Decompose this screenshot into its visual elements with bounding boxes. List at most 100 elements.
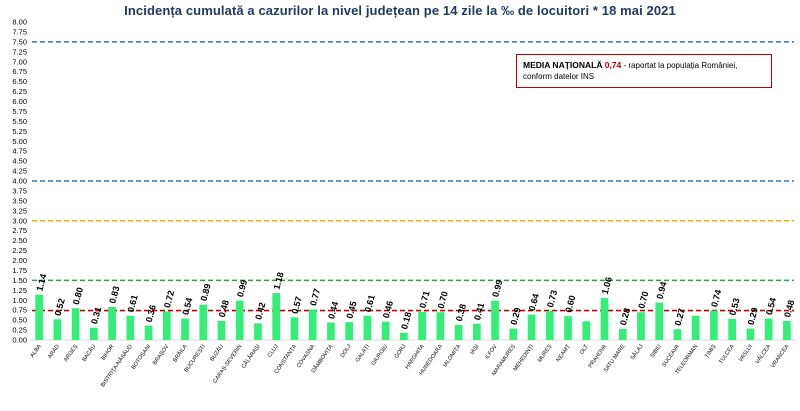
category-label: DOLJ — [340, 344, 353, 359]
y-tick-label: 0.25 — [12, 326, 27, 335]
category-label: MUREȘ — [537, 343, 554, 363]
bar — [564, 316, 572, 340]
category-label: SĂLAJ — [629, 343, 645, 361]
y-tick-label: 3.50 — [12, 196, 27, 205]
bar — [600, 297, 609, 340]
category-label: TIMIȘ — [704, 343, 718, 359]
y-axis: 0.000.250.500.751.001.251.501.752.002.25… — [12, 18, 796, 345]
category-label: BISTRIȚA-NĂSĂUD — [99, 343, 134, 388]
y-tick-label: 3.00 — [12, 216, 27, 225]
bar — [235, 300, 244, 340]
y-tick-label: 5.25 — [12, 127, 27, 136]
bar-value-label: 0.36 — [144, 304, 158, 324]
bar — [290, 317, 299, 340]
bar-value-label: 0.48 — [217, 299, 231, 319]
x-axis: ALBA ARAD ARGEȘ BACĂU BIHORBISTRIȚA-NĂSĂUDBO… — [30, 343, 791, 389]
category-label: VÂLCEA — [754, 343, 773, 365]
y-tick-label: 1.25 — [12, 286, 27, 295]
category-label: ILFOV — [485, 343, 499, 360]
bar-value-label: 0.41 — [472, 302, 486, 322]
category-label: GALAȚI — [355, 343, 372, 363]
bar-value-label: 0.99 — [490, 279, 504, 299]
bar — [162, 311, 171, 340]
y-tick-label: 3.75 — [12, 186, 27, 195]
bar-value-label: 0.94 — [654, 281, 668, 301]
bar — [746, 328, 755, 340]
bar-value-label: 0.60 — [563, 294, 577, 314]
bar — [345, 322, 353, 340]
category-label: VASLUI — [738, 343, 754, 363]
bar-value-label: 0.53 — [727, 297, 741, 317]
bar-value-label: 0.42 — [253, 301, 267, 321]
bar — [728, 318, 736, 340]
bar — [126, 315, 135, 340]
bar — [199, 304, 208, 340]
bar-value-label: 0.61 — [126, 294, 140, 314]
bar — [436, 312, 445, 340]
bar-value-label: 0.44 — [326, 301, 340, 321]
bar-value-label: 1.18 — [271, 271, 285, 291]
bar-value-label: 1.06 — [600, 276, 614, 296]
category-label: GIURGIU — [371, 344, 390, 367]
category-label: CĂLĂRAȘI — [240, 343, 262, 370]
bar — [272, 293, 281, 340]
bar — [217, 320, 226, 340]
bar — [527, 314, 536, 340]
bar-value-label: 0.61 — [363, 294, 377, 314]
bar — [637, 312, 645, 340]
bar-value-label: 0.46 — [381, 300, 395, 320]
bar — [783, 320, 791, 340]
bar — [454, 324, 463, 340]
bar — [710, 310, 718, 340]
bar — [381, 321, 390, 340]
y-tick-label: 6.75 — [12, 67, 27, 76]
bar — [108, 307, 116, 340]
category-label: CLUJ — [267, 344, 280, 359]
y-tick-label: 5.75 — [12, 107, 27, 116]
bar-value-label: 0.83 — [107, 285, 121, 305]
bar-value-label: 0.89 — [199, 283, 213, 303]
category-label: ARGEȘ — [63, 343, 79, 363]
bar-value-label: 0.45 — [344, 300, 358, 320]
bar — [363, 315, 372, 340]
category-label: BRĂILA — [172, 343, 189, 364]
national-average-annotation: MEDIA NAȚIONALĂ 0,74 - raportat la popul… — [516, 54, 772, 88]
y-tick-label: 5.00 — [12, 137, 27, 146]
bar — [473, 323, 481, 340]
bar — [545, 310, 554, 340]
y-tick-label: 4.75 — [12, 147, 27, 156]
y-tick-label: 7.50 — [12, 37, 27, 46]
annotation-text-1: raportat la populația României, — [628, 61, 738, 70]
bar-value-label: 0.77 — [308, 287, 322, 307]
bar — [491, 300, 499, 340]
y-tick-label: 1.00 — [12, 296, 27, 305]
bar-value-label: 0.38 — [454, 303, 468, 323]
category-label: IAȘI — [469, 343, 480, 355]
bar-value-label: 0.74 — [709, 289, 723, 309]
y-tick-label: 6.25 — [12, 87, 27, 96]
bar — [327, 322, 335, 340]
bar — [35, 294, 43, 340]
bar-value-label: 0.70 — [636, 290, 650, 310]
y-tick-label: 1.50 — [12, 276, 27, 285]
category-label: GORJ — [394, 344, 408, 360]
bar — [655, 302, 664, 340]
bar-value-label: 0.57 — [290, 295, 304, 315]
y-tick-label: 2.25 — [12, 246, 27, 255]
category-label: NEAMȚ — [556, 343, 572, 363]
bar — [618, 328, 627, 340]
category-label: BUZĂU — [209, 343, 226, 363]
bar-value-label: 0.71 — [417, 290, 431, 310]
bar — [71, 308, 80, 340]
annotation-value: 0,74 — [604, 60, 622, 70]
bar-value-label: 0.64 — [527, 293, 541, 313]
bar — [764, 318, 773, 340]
bar — [418, 311, 426, 340]
y-tick-label: 0.00 — [12, 336, 27, 345]
bar-value-label: 0.80 — [71, 286, 85, 306]
y-tick-label: 7.25 — [12, 47, 27, 56]
y-tick-label: 0.50 — [12, 316, 27, 325]
bar-value-label: 0.70 — [436, 290, 450, 310]
category-label: VRANCEA — [770, 343, 791, 369]
